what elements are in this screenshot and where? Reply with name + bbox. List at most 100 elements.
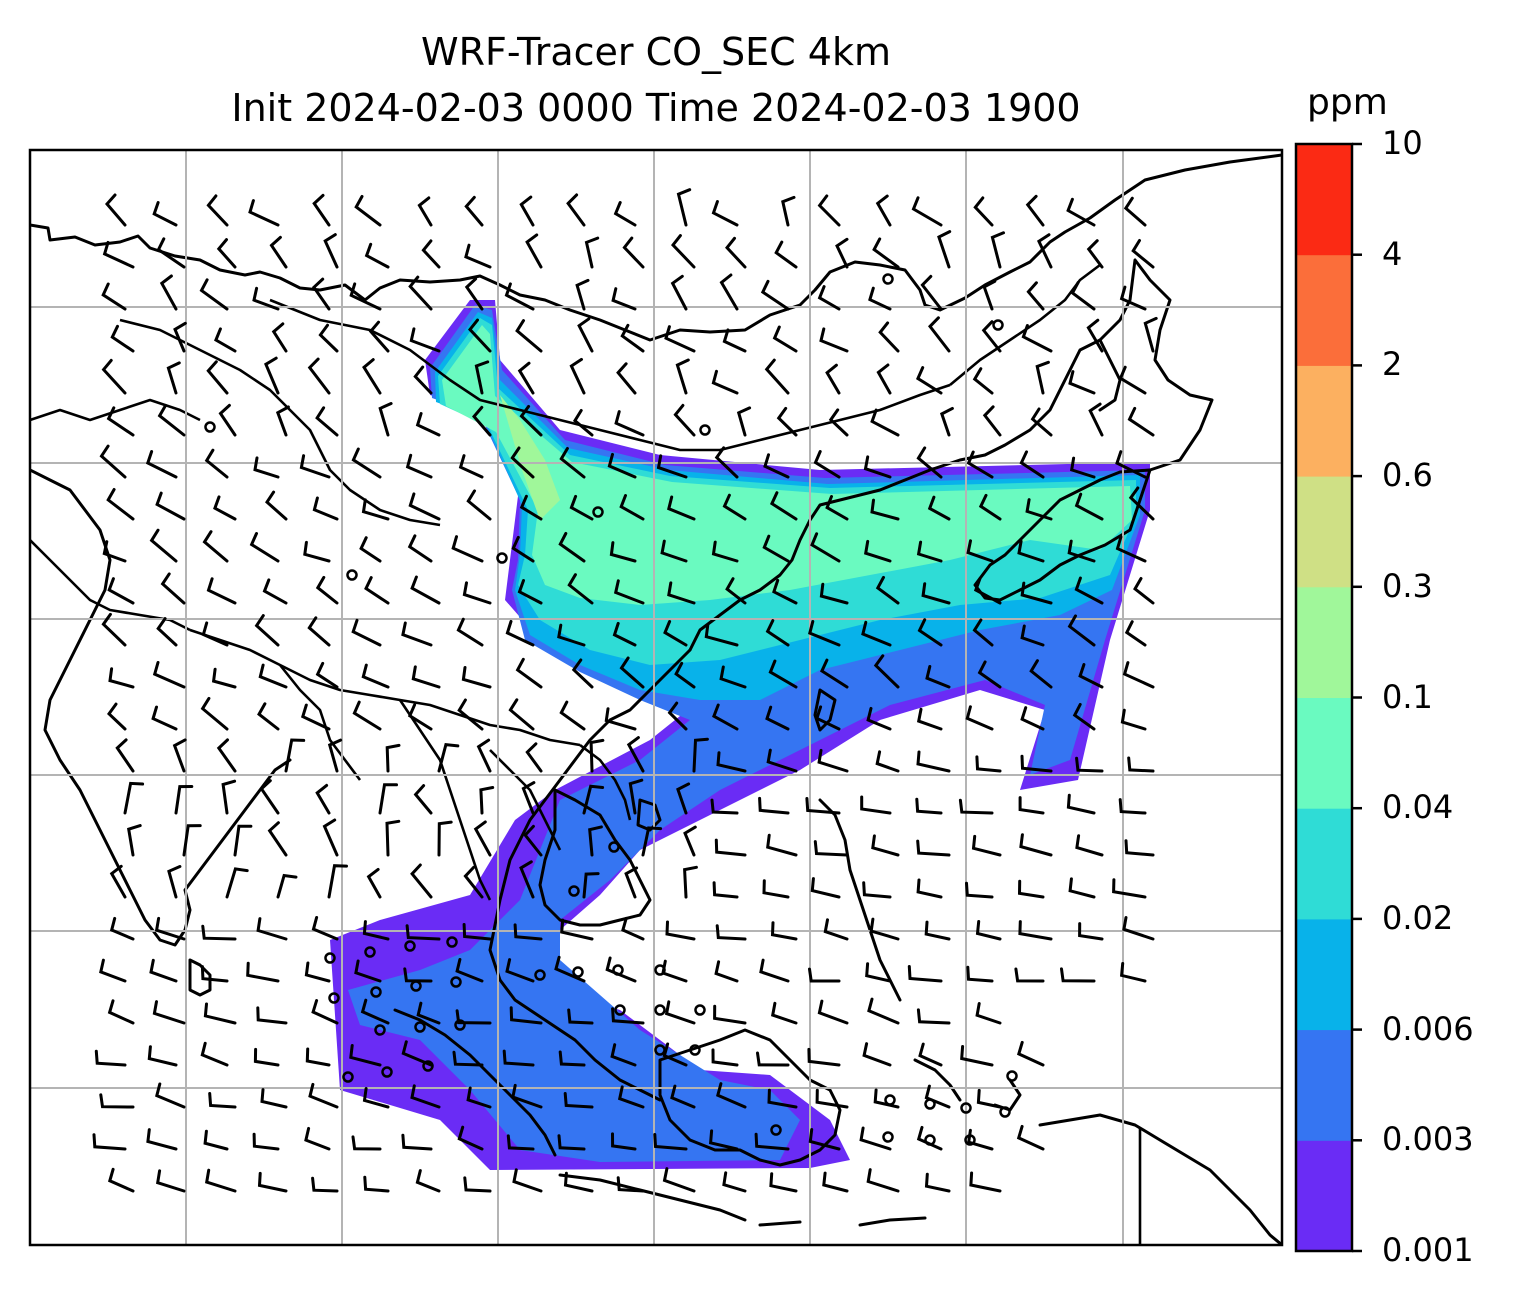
wind-barb	[621, 916, 645, 941]
wind-barb	[99, 1093, 135, 1109]
wind-barb	[452, 1050, 484, 1067]
wind-barb	[275, 405, 290, 437]
wind-barb	[307, 616, 331, 647]
wind-barb	[517, 361, 535, 395]
wind-barb	[417, 196, 433, 227]
wind-barb	[361, 663, 390, 689]
wind-barb	[276, 873, 298, 899]
coastline-indochina	[488, 648, 692, 1102]
wind-barb	[671, 234, 696, 269]
wind-barb	[259, 779, 280, 815]
wind-barb	[1066, 197, 1096, 227]
wind-barb	[155, 1082, 186, 1109]
wind-barb	[656, 454, 688, 479]
wind-barb	[201, 924, 237, 941]
wind-barb	[1019, 833, 1053, 857]
wind-barb	[1020, 754, 1053, 773]
wind-barb	[421, 239, 441, 269]
wind-barb	[711, 369, 739, 395]
wind-barb	[772, 578, 798, 605]
wind-barb	[362, 1087, 390, 1109]
wind-barb	[1070, 280, 1096, 311]
wind-barb	[712, 881, 739, 899]
border-india-bangladesh	[278, 664, 362, 781]
wind-barb	[476, 738, 492, 773]
calm-wind-circle	[324, 952, 336, 964]
calm-wind-circle	[694, 1004, 706, 1016]
wind-barb	[206, 360, 229, 395]
calm-wind-circle	[882, 1131, 894, 1143]
wind-barb	[312, 193, 331, 227]
wind-barb	[558, 1050, 586, 1067]
wind-barb	[304, 961, 331, 983]
country-borders	[30, 263, 1142, 1245]
wind-barb	[674, 661, 696, 689]
wind-barb	[716, 1082, 747, 1109]
wind-barb	[1128, 486, 1155, 521]
calm-wind-circle	[446, 936, 458, 948]
wind-barb	[875, 194, 892, 227]
wind-barb	[558, 532, 586, 563]
wind-barb	[305, 1047, 331, 1067]
wind-barb	[156, 237, 186, 269]
wind-barb	[567, 573, 594, 605]
wind-barb	[676, 188, 692, 227]
wind-barb	[264, 356, 280, 395]
wind-barb	[269, 235, 288, 269]
wind-barb	[155, 491, 186, 521]
wind-barb	[1074, 492, 1104, 521]
wind-barb	[622, 236, 645, 269]
wind-barb	[92, 1133, 127, 1151]
wind-barb	[572, 409, 594, 437]
wind-barb	[765, 705, 790, 731]
colorbar-segment	[1296, 1029, 1352, 1141]
wind-barb	[216, 738, 237, 773]
wind-barb	[661, 959, 688, 983]
colorbar-tick-label: 0.003	[1382, 1120, 1474, 1159]
wind-barb	[458, 454, 484, 479]
wind-barb	[466, 489, 492, 521]
wind-barb	[722, 493, 747, 521]
wind-barb	[218, 403, 237, 437]
wind-barb	[725, 577, 747, 605]
wind-barb	[1078, 663, 1104, 689]
wind-barb	[94, 1049, 127, 1067]
wind-barb	[969, 1171, 1002, 1193]
wind-barb	[781, 195, 796, 227]
wind-barb	[924, 1084, 951, 1109]
calm-wind-circle	[992, 319, 1004, 331]
border-vietnam	[579, 743, 632, 821]
wind-barb	[916, 707, 943, 731]
wind-barb	[825, 363, 841, 395]
wind-barb	[612, 621, 637, 647]
wind-barb	[403, 967, 433, 983]
wind-barb	[916, 446, 943, 479]
wind-barb	[410, 1084, 441, 1109]
wind-barb	[474, 360, 490, 395]
wind-barb	[719, 665, 747, 689]
wind-barb	[965, 881, 994, 899]
wind-barb	[711, 540, 739, 563]
coastline-taiwan	[813, 688, 837, 732]
wind-barb	[515, 657, 543, 689]
wind-barb	[557, 1134, 586, 1151]
wind-barb	[1118, 365, 1147, 395]
colorbar-segment	[1296, 808, 1352, 920]
wind-barb	[756, 1051, 790, 1067]
wind-barb	[567, 1008, 594, 1025]
wind-barb	[360, 998, 390, 1025]
wind-barb	[711, 200, 739, 227]
wind-barb	[577, 317, 594, 353]
calm-wind-circle	[770, 1124, 782, 1136]
wind-barb	[825, 495, 849, 521]
wind-barb	[108, 667, 135, 689]
wind-barb	[248, 199, 280, 227]
wind-barb	[1112, 878, 1147, 899]
wind-barb	[107, 577, 135, 605]
wind-barb	[715, 924, 747, 941]
wind-barb	[101, 282, 127, 311]
wind-barb	[664, 325, 696, 353]
wind-barb	[582, 872, 600, 899]
wind-barb	[937, 230, 952, 269]
wind-barb	[405, 924, 441, 941]
